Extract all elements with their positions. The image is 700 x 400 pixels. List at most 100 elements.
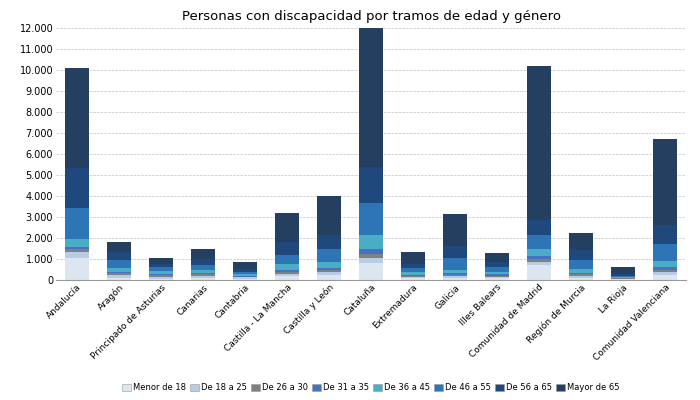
Bar [444, 246, 466, 258]
Bar [486, 276, 508, 277]
Bar [150, 275, 173, 277]
Bar [317, 196, 340, 235]
Bar [234, 272, 256, 274]
Bar [653, 244, 676, 261]
Bar [275, 255, 298, 264]
Bar [653, 270, 676, 272]
Bar [444, 273, 466, 275]
Bar [108, 268, 131, 272]
Bar [570, 233, 593, 250]
Bar [570, 276, 593, 278]
Bar [191, 276, 214, 278]
Bar [191, 278, 214, 280]
Bar [191, 274, 214, 276]
Bar [528, 256, 551, 259]
Bar [66, 249, 89, 252]
Bar [150, 277, 173, 278]
Bar [275, 212, 298, 242]
Bar [191, 270, 214, 273]
Bar [150, 274, 173, 275]
Bar [275, 272, 298, 274]
Bar [444, 270, 466, 273]
Bar [612, 279, 634, 280]
Bar [653, 261, 676, 268]
Bar [275, 242, 298, 255]
Bar [108, 242, 131, 252]
Bar [444, 214, 466, 246]
Bar [191, 273, 214, 274]
Bar [444, 276, 466, 278]
Bar [528, 66, 551, 220]
Bar [528, 265, 551, 280]
Bar [317, 272, 340, 275]
Bar [275, 264, 298, 270]
Bar [653, 139, 676, 225]
Bar [234, 276, 256, 277]
Bar [317, 268, 340, 270]
Bar [570, 274, 593, 276]
Bar [653, 275, 676, 280]
Bar [66, 208, 89, 239]
Bar [234, 262, 256, 269]
Bar [66, 247, 89, 249]
Bar [570, 273, 593, 274]
Bar [402, 268, 424, 272]
Bar [444, 278, 466, 280]
Bar [402, 264, 424, 268]
Bar [317, 270, 340, 272]
Bar [317, 235, 340, 248]
Bar [653, 225, 676, 244]
Bar [402, 252, 424, 264]
Bar [612, 276, 634, 277]
Bar [317, 248, 340, 262]
Bar [275, 270, 298, 272]
Bar [486, 267, 508, 272]
Bar [612, 274, 634, 276]
Bar [66, 239, 89, 247]
Bar [402, 278, 424, 280]
Bar [653, 272, 676, 275]
Bar [528, 220, 551, 235]
Bar [108, 275, 131, 278]
Bar [275, 276, 298, 280]
Bar [317, 275, 340, 280]
Bar [150, 268, 173, 271]
Bar [66, 258, 89, 280]
Bar [360, 254, 382, 258]
Bar [486, 274, 508, 276]
Bar [191, 249, 214, 259]
Bar [150, 271, 173, 274]
Bar [150, 278, 173, 280]
Bar [360, 258, 382, 263]
Bar [444, 275, 466, 276]
Bar [275, 274, 298, 276]
Bar [486, 272, 508, 274]
Bar [570, 250, 593, 260]
Bar [108, 260, 131, 268]
Bar [570, 260, 593, 269]
Bar [234, 277, 256, 278]
Bar [360, 167, 382, 203]
Bar [66, 168, 89, 208]
Bar [66, 68, 89, 168]
Bar [360, 28, 382, 167]
Bar [108, 278, 131, 280]
Title: Personas con discapacidad por tramos de edad y género: Personas con discapacidad por tramos de … [181, 10, 561, 23]
Bar [66, 252, 89, 258]
Bar [402, 272, 424, 274]
Bar [528, 259, 551, 262]
Bar [486, 278, 508, 280]
Bar [402, 274, 424, 276]
Bar [108, 252, 131, 260]
Bar [108, 274, 131, 275]
Bar [528, 262, 551, 265]
Bar [570, 269, 593, 273]
Bar [150, 258, 173, 264]
Bar [150, 264, 173, 268]
Bar [360, 263, 382, 280]
Bar [570, 278, 593, 280]
Bar [402, 277, 424, 278]
Bar [486, 253, 508, 262]
Bar [191, 265, 214, 270]
Bar [486, 277, 508, 278]
